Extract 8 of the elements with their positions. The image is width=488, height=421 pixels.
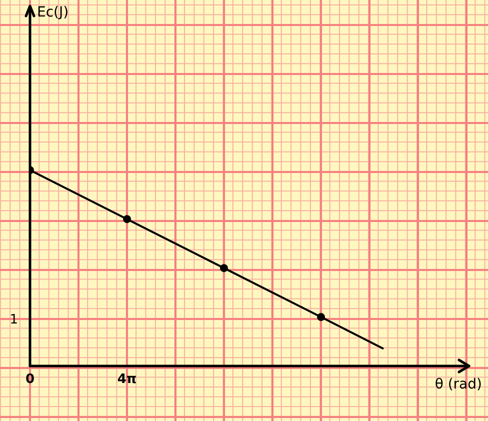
point [220,264,228,272]
text: Ec(J) [37,4,69,21]
text: 1 [10,312,18,328]
point [317,313,326,322]
x-tick-label: 0 [25,372,35,388]
x-axis-title: θ (rad) [434,376,482,393]
x-tick-label: 4π [117,372,137,388]
point [123,215,132,224]
